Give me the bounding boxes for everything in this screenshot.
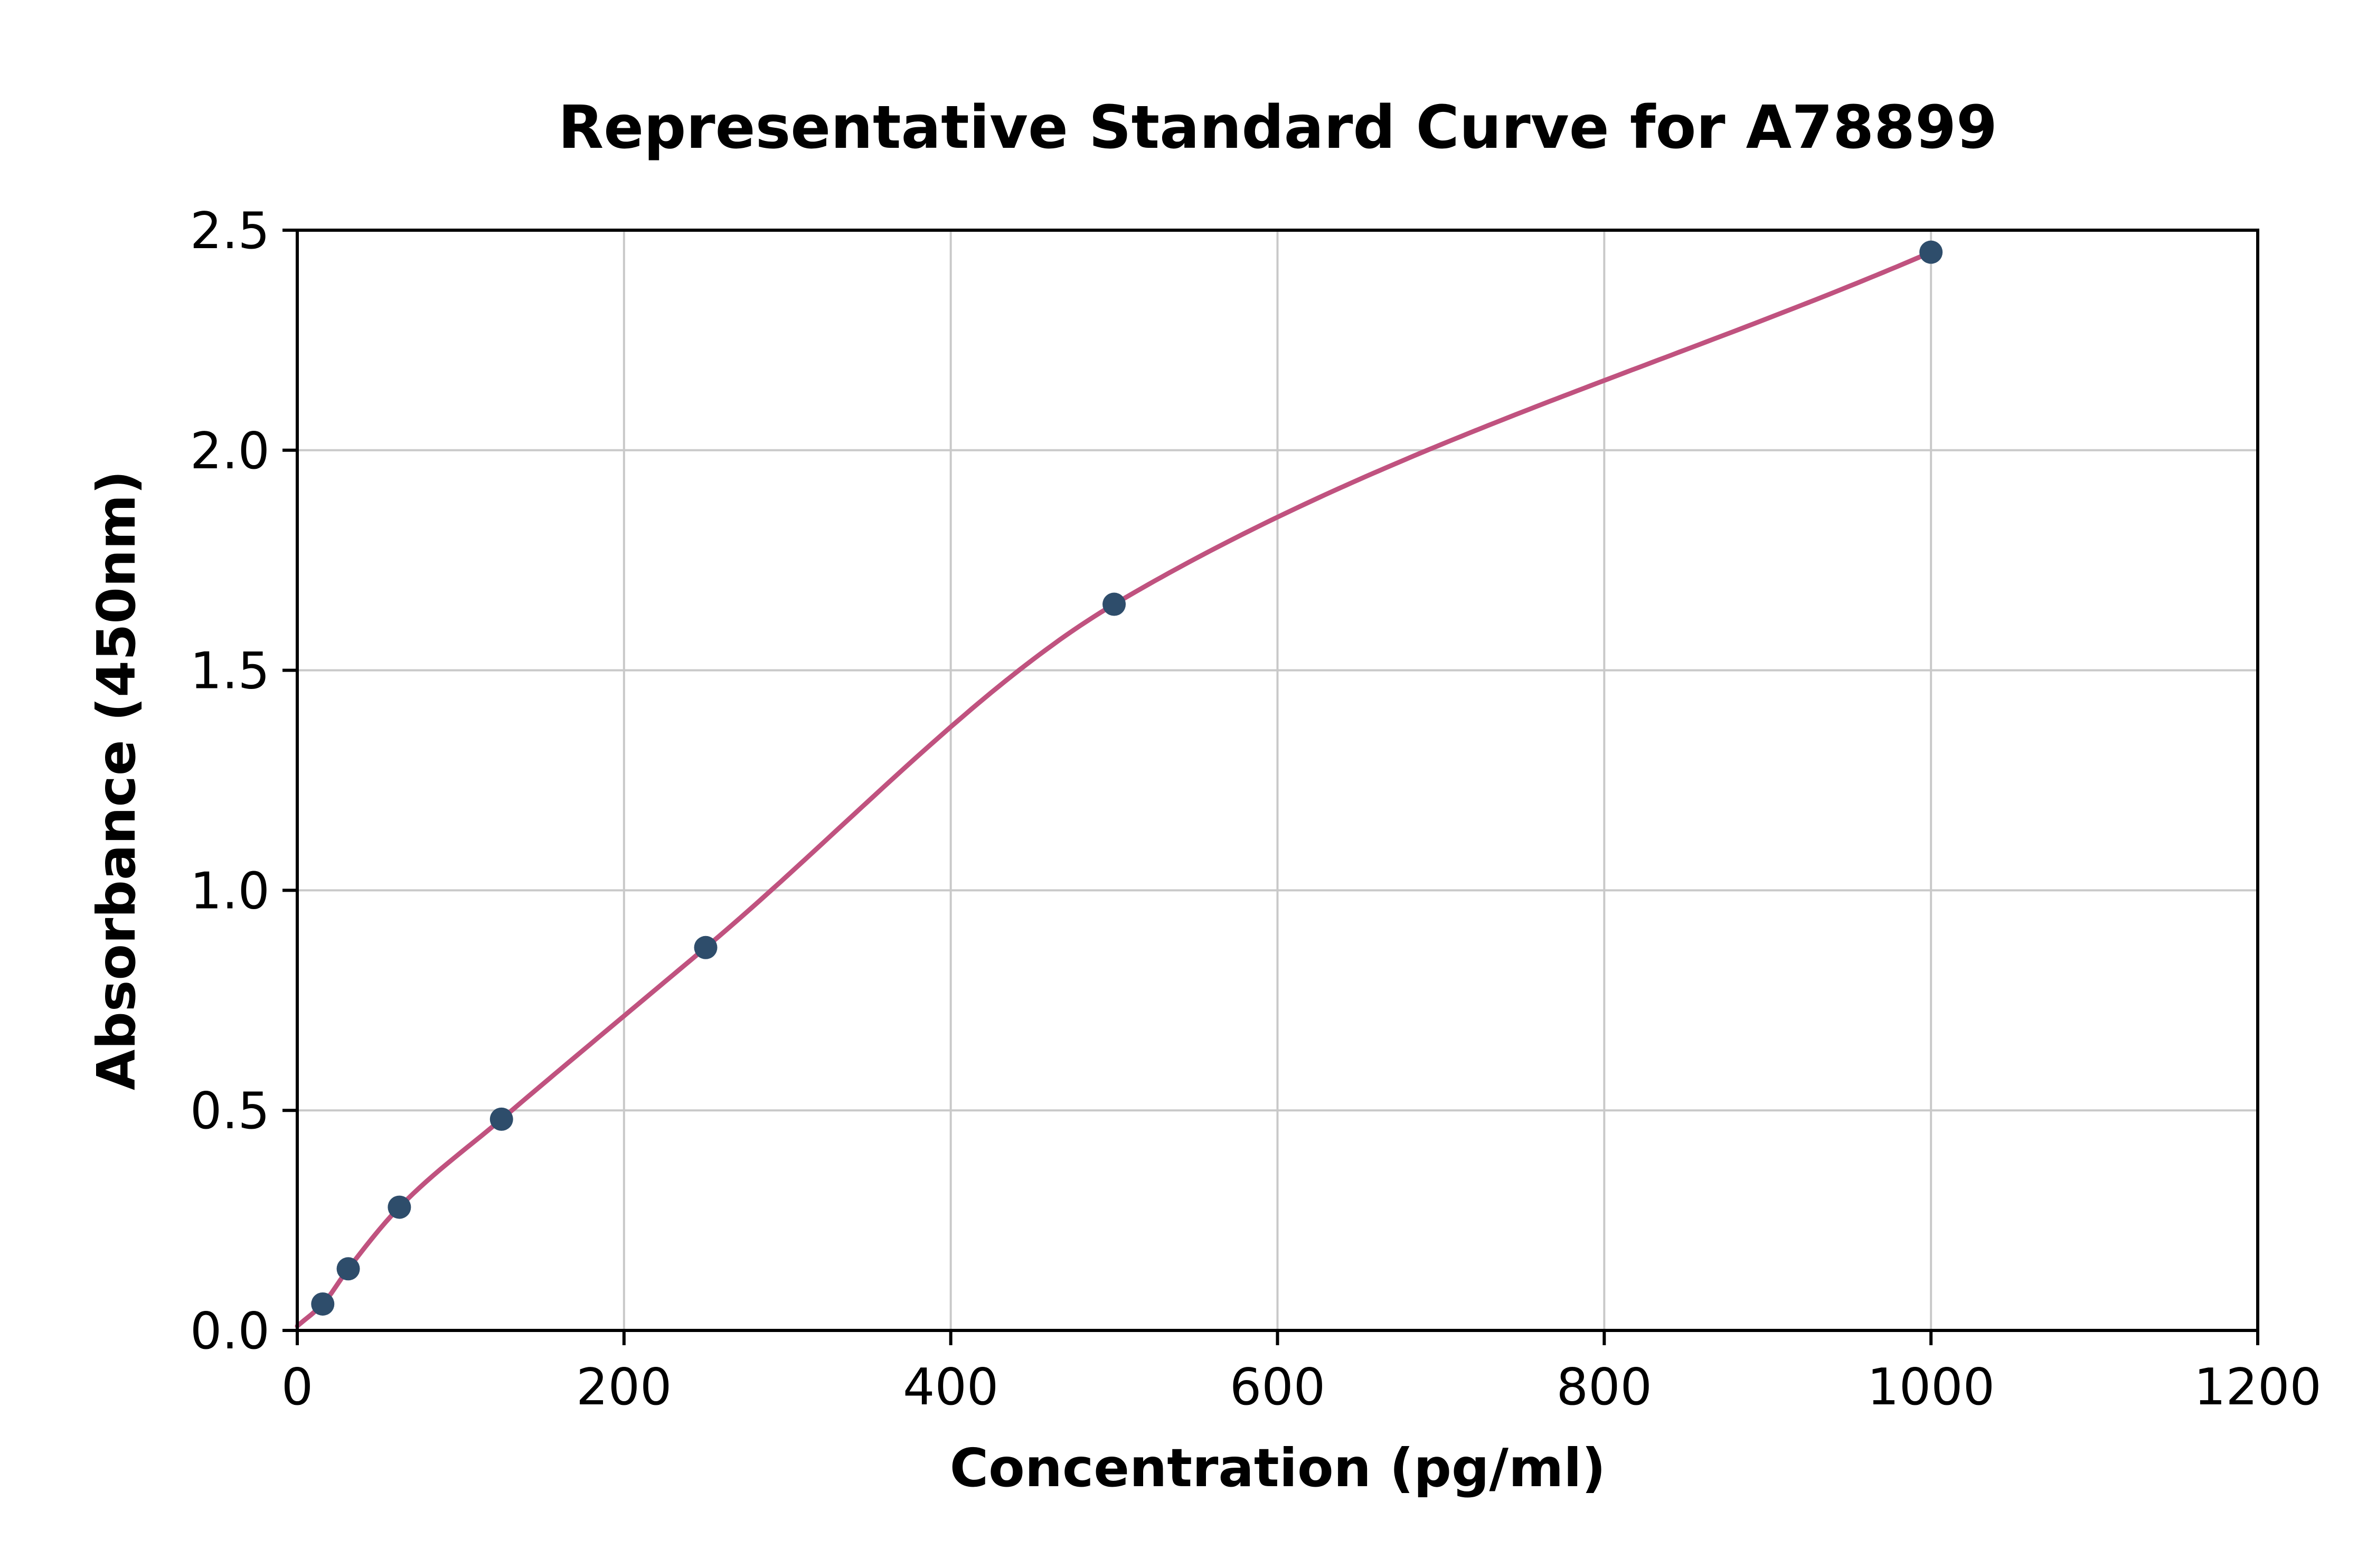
x-tick-label: 1000 bbox=[1867, 1358, 1995, 1416]
x-tick-label: 0 bbox=[281, 1358, 313, 1416]
x-tick-label: 200 bbox=[576, 1358, 672, 1416]
y-tick-label: 1.0 bbox=[190, 862, 270, 920]
data-point bbox=[489, 1107, 513, 1131]
y-tick-label: 2.5 bbox=[190, 202, 270, 260]
y-tick-label: 0.5 bbox=[190, 1082, 270, 1140]
chart-title: Representative Standard Curve for A78899 bbox=[558, 93, 1997, 162]
fit-curve bbox=[295, 250, 1934, 1329]
y-tick-label: 0.0 bbox=[190, 1302, 270, 1361]
x-tick-label: 800 bbox=[1557, 1358, 1652, 1416]
x-axis-label: Concentration (pg/ml) bbox=[950, 1437, 1606, 1499]
x-tick-label: 400 bbox=[903, 1358, 998, 1416]
y-axis-label: Absorbance (450nm) bbox=[86, 470, 147, 1090]
data-point bbox=[336, 1257, 360, 1281]
y-tick-label: 1.5 bbox=[190, 643, 270, 701]
data-point bbox=[1102, 592, 1126, 616]
y-tick-label: 2.0 bbox=[190, 422, 270, 480]
data-point bbox=[388, 1195, 411, 1219]
data-point bbox=[694, 936, 718, 959]
data-point bbox=[1919, 240, 1943, 264]
x-tick-label: 1200 bbox=[2194, 1358, 2322, 1416]
data-point bbox=[311, 1292, 335, 1316]
plot-area: 0 200 400 600 800 1000 1200 0.0 0.5 1.0 1.5 2.0 2.5 bbox=[190, 202, 2322, 1416]
x-tick-label: 600 bbox=[1230, 1358, 1325, 1416]
